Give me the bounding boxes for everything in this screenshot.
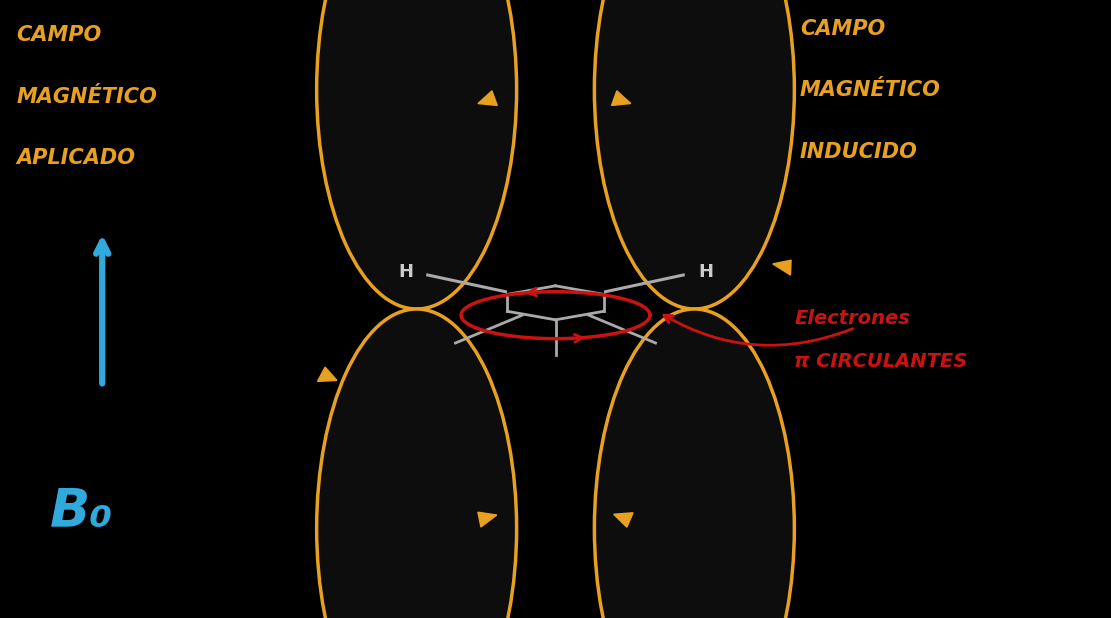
Ellipse shape <box>594 0 794 309</box>
Text: H: H <box>698 263 713 281</box>
Polygon shape <box>613 513 633 527</box>
Text: MAGNÉTICO: MAGNÉTICO <box>800 80 941 100</box>
Text: Electrones: Electrones <box>794 309 910 328</box>
Text: INDUCIDO: INDUCIDO <box>800 142 918 162</box>
Text: B₀: B₀ <box>50 486 113 538</box>
Ellipse shape <box>594 309 794 618</box>
Ellipse shape <box>317 0 517 309</box>
Polygon shape <box>478 91 498 106</box>
Polygon shape <box>611 91 631 106</box>
Text: MAGNÉTICO: MAGNÉTICO <box>17 87 158 106</box>
Polygon shape <box>478 512 497 527</box>
Text: CAMPO: CAMPO <box>17 25 102 44</box>
Text: CAMPO: CAMPO <box>800 19 885 38</box>
Polygon shape <box>773 260 791 275</box>
Ellipse shape <box>317 309 517 618</box>
Text: π CIRCULANTES: π CIRCULANTES <box>794 352 968 371</box>
Text: APLICADO: APLICADO <box>17 148 136 168</box>
Polygon shape <box>318 367 337 381</box>
Text: H: H <box>398 263 413 281</box>
